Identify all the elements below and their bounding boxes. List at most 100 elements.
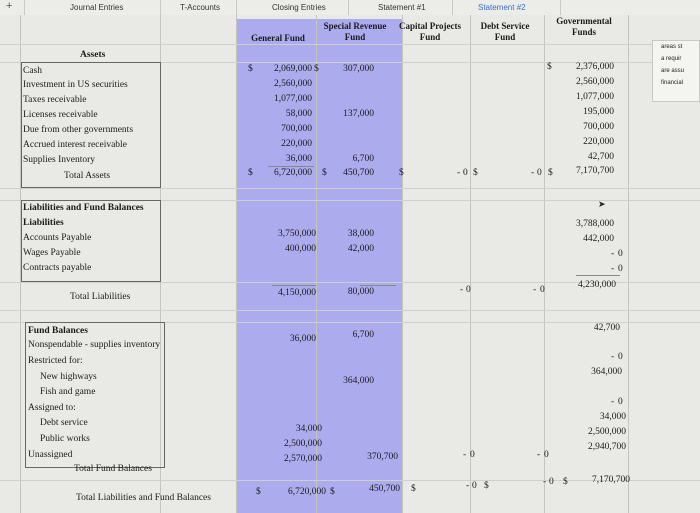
cell-value[interactable]: 364,000	[591, 367, 622, 377]
cell-value[interactable]: 700,000	[583, 122, 614, 132]
cell-value[interactable]: 220,000	[281, 139, 312, 149]
cell-value[interactable]: 42,000	[347, 244, 374, 254]
cell-value[interactable]: 2,570,000	[284, 454, 322, 464]
cell-value[interactable]: 2,376,000	[576, 62, 614, 72]
cell-value[interactable]: 700,000	[281, 124, 312, 134]
cell-value[interactable]: 0	[618, 264, 623, 274]
header-governmental-funds: Governmental Funds	[556, 16, 612, 37]
cell-value[interactable]: 34,000	[295, 424, 322, 434]
cell-value[interactable]: 4,230,000	[578, 280, 616, 290]
cell-value[interactable]: 307,000	[343, 64, 374, 74]
currency-symbol: $	[314, 64, 319, 74]
cell-value[interactable]: 3,750,000	[278, 229, 316, 239]
side-panel-line: a requir	[661, 56, 682, 62]
cell-value[interactable]: 1,077,000	[576, 92, 614, 102]
cell-value[interactable]: 6,720,000	[288, 487, 326, 497]
cell-value[interactable]: 0	[618, 249, 623, 259]
tab-divider	[348, 0, 349, 15]
currency-symbol: $	[248, 64, 253, 74]
dash: -	[466, 481, 470, 491]
column-divider	[628, 15, 629, 513]
currency-symbol: $	[547, 62, 552, 72]
cell-value[interactable]: 0	[466, 285, 471, 295]
cell-value[interactable]: 0	[549, 477, 554, 487]
row-label: Contracts payable	[23, 263, 92, 273]
row-label: Nonspendable - supplies inventory	[28, 340, 161, 350]
currency-symbol: $	[322, 168, 327, 178]
add-sheet-button[interactable]: +	[6, 0, 13, 12]
cell-value[interactable]: 220,000	[583, 137, 614, 147]
cell-value[interactable]: 2,500,000	[284, 439, 322, 449]
cell-value[interactable]: 6,720,000	[274, 168, 312, 178]
cell-value[interactable]: 7,170,700	[576, 166, 614, 176]
header-capital-projects: Capital Projects Fund	[398, 21, 462, 42]
tab-t-accounts[interactable]: T-Accounts	[180, 3, 221, 12]
dash: -	[533, 285, 537, 295]
total-fund-balances-label: Total Fund Balances	[74, 464, 152, 474]
tab-statement-2[interactable]: Statement #2	[478, 3, 526, 12]
cell-value[interactable]: 0	[544, 450, 549, 460]
cell-value[interactable]: 80,000	[347, 287, 374, 297]
grand-total-label: Total Liabilities and Fund Balances	[76, 493, 211, 503]
row-divider	[0, 480, 700, 481]
column-divider	[544, 15, 545, 513]
cell-value[interactable]: 4,150,000	[278, 288, 316, 298]
cell-value[interactable]: 0	[540, 285, 545, 295]
dash: -	[611, 264, 615, 274]
cell-value[interactable]: 400,000	[285, 244, 316, 254]
side-panel-line: financial	[661, 80, 684, 86]
cell-value[interactable]: 450,700	[369, 484, 400, 494]
tab-closing-entries[interactable]: Closing Entries	[272, 3, 326, 12]
header-general-fund: General Fund	[251, 33, 305, 43]
cell-value[interactable]: 442,000	[583, 234, 614, 244]
underline	[360, 285, 396, 286]
row-label: Taxes receivable	[23, 95, 87, 105]
cell-value[interactable]: 42,700	[593, 323, 620, 333]
cell-value[interactable]: 34,000	[599, 412, 626, 422]
cell-value[interactable]: 195,000	[583, 107, 614, 117]
cell-value[interactable]: 0	[618, 352, 623, 362]
cell-value[interactable]: 2,560,000	[576, 77, 614, 87]
cell-value[interactable]: 0	[618, 397, 623, 407]
cell-value[interactable]: 2,940,700	[588, 442, 626, 452]
dash: -	[460, 285, 464, 295]
cell-value[interactable]: 6,700	[352, 154, 374, 164]
row-divider	[0, 62, 700, 63]
cell-value[interactable]: 364,000	[343, 376, 374, 386]
cell-value[interactable]: 1,077,000	[274, 94, 312, 104]
tab-statement-1[interactable]: Statement #1	[378, 3, 426, 12]
row-divider	[0, 282, 700, 283]
cell-value[interactable]: 7,170,700	[592, 475, 630, 485]
side-panel: areas st a requir are assu financial	[652, 40, 700, 102]
mouse-cursor-icon: ➤	[598, 199, 606, 209]
cell-value[interactable]: 38,000	[347, 229, 374, 239]
liabilities-heading: Liabilities and Fund Balances	[23, 203, 144, 213]
cell-value[interactable]: 36,000	[285, 154, 312, 164]
dash: -	[537, 450, 541, 460]
tab-divider	[24, 0, 25, 15]
column-divider	[470, 15, 471, 513]
header-special-revenue: Special Revenue Fund	[323, 21, 387, 42]
cell-value[interactable]: 2,069,000	[274, 64, 312, 74]
currency-symbol: $	[411, 484, 416, 494]
cell-value[interactable]: 0	[470, 450, 475, 460]
cell-value[interactable]: 450,700	[343, 168, 374, 178]
cell-value[interactable]: 3,788,000	[576, 219, 614, 229]
cell-value[interactable]: 2,500,000	[588, 427, 626, 437]
cell-value[interactable]: 0	[537, 168, 542, 178]
cell-value[interactable]: 2,560,000	[274, 79, 312, 89]
dash: -	[531, 168, 535, 178]
cell-value[interactable]: 370,700	[367, 452, 398, 462]
currency-symbol: $	[330, 487, 335, 497]
tab-journal-entries[interactable]: Journal Entries	[70, 3, 124, 12]
row-label: Supplies Inventory	[23, 155, 96, 165]
cell-value[interactable]: 6,700	[352, 330, 374, 340]
cell-value[interactable]: 42,700	[587, 152, 614, 162]
cell-value[interactable]: 0	[472, 481, 477, 491]
cell-value[interactable]: 36,000	[289, 334, 316, 344]
column-divider	[236, 15, 237, 513]
underline	[268, 166, 314, 167]
cell-value[interactable]: 58,000	[285, 109, 312, 119]
cell-value[interactable]: 0	[463, 168, 468, 178]
cell-value[interactable]: 137,000	[343, 109, 374, 119]
